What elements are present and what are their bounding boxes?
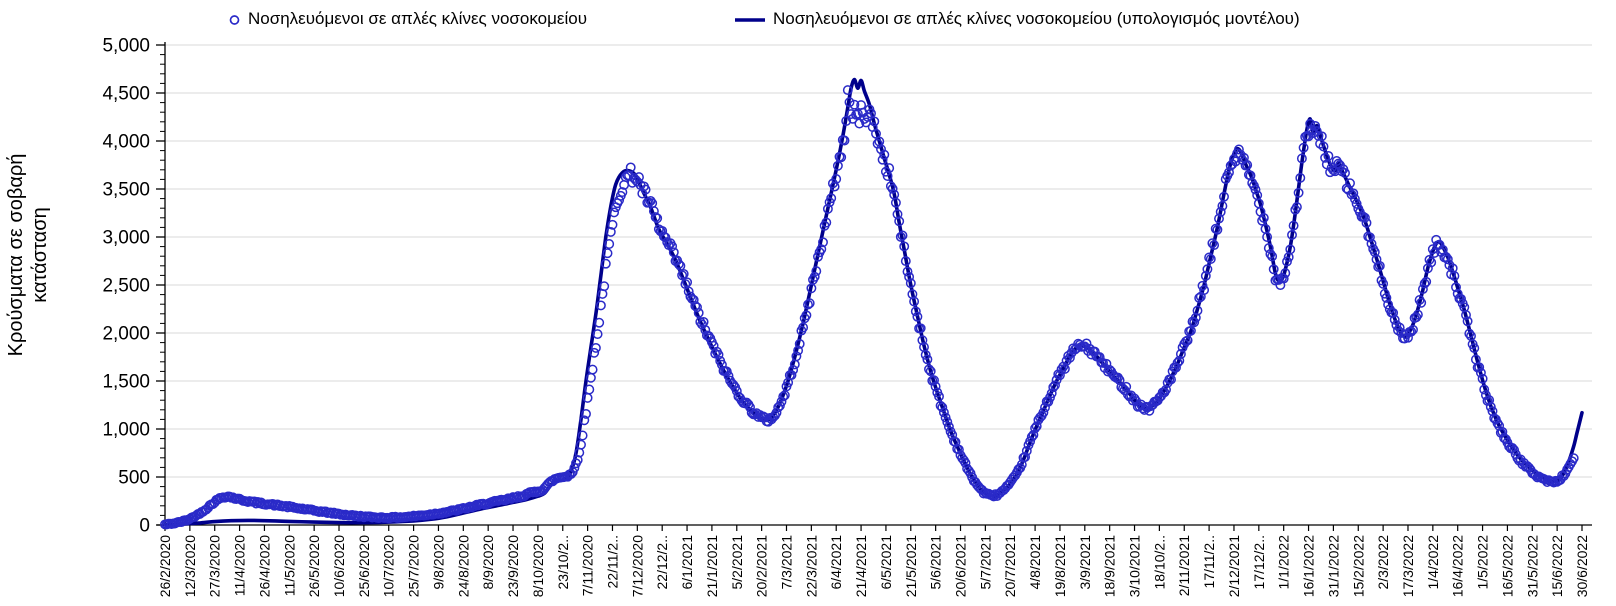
x-tick-label: 22/3/2021 [803, 535, 819, 597]
x-tick-label: 26/4/2020 [256, 535, 272, 597]
y-tick-label: 3,500 [102, 180, 150, 201]
x-tick-label: 22/12/2.. [654, 535, 670, 590]
x-tick-label: 6/4/2021 [828, 535, 844, 590]
x-tick-label: 5/2/2021 [729, 535, 745, 590]
y-tick-label: 2,000 [102, 324, 150, 345]
x-tick-label: 23/9/2020 [505, 535, 521, 597]
x-tick-label: 20/2/2021 [754, 535, 770, 597]
x-tick-label: 10/7/2020 [381, 535, 397, 597]
y-tick-label: 4,000 [102, 132, 150, 153]
y-tick-label: 3,000 [102, 228, 150, 249]
x-tick-label: 2/11/2021 [1176, 535, 1192, 596]
model-line-icon [734, 13, 766, 26]
x-tick-label: 30/6/2022 [1574, 535, 1590, 597]
x-tick-label: 15/6/2022 [1549, 535, 1565, 597]
x-tick-label: 19/8/2021 [1052, 535, 1068, 597]
x-tick-label: 11/5/2020 [281, 535, 297, 596]
x-tick-label: 7/12/2020 [629, 535, 645, 597]
x-tick-label: 3/9/2021 [1077, 535, 1093, 590]
x-tick-label: 2/12/2021 [1226, 535, 1242, 597]
x-tick-label: 18/10/2.. [1151, 535, 1167, 590]
x-tick-label: 8/10/2020 [530, 535, 546, 597]
legend-item-observed: Νοσηλευόμενοι σε απλές κλίνες νοσοκομείο… [228, 6, 587, 32]
y-tick-label: 4,500 [102, 84, 150, 105]
x-tick-label: 21/4/2021 [853, 535, 869, 597]
x-tick-label: 17/11/2.. [1201, 535, 1217, 588]
y-tick-label: 5,000 [102, 36, 150, 57]
legend-label: Νοσηλευόμενοι σε απλές κλίνες νοσοκομείο… [248, 9, 588, 28]
x-tick-label: 21/1/2021 [704, 535, 720, 597]
x-tick-label: 16/1/2022 [1301, 535, 1317, 597]
y-tick-label: 1,500 [102, 372, 150, 393]
chart-legend: Νοσηλευόμενοι σε απλές κλίνες νοσοκομείο… [0, 6, 1616, 32]
x-tick-label: 4/8/2021 [1027, 535, 1043, 590]
y-tick-label: 500 [118, 468, 150, 489]
x-tick-label: 24/8/2020 [455, 535, 471, 597]
x-tick-label: 17/12/2.. [1251, 535, 1267, 590]
observed-circle-marker-icon [228, 13, 241, 26]
x-tick-label: 20/6/2021 [953, 535, 969, 597]
x-tick-label: 2/3/2022 [1375, 535, 1391, 590]
x-tick-label: 31/1/2022 [1325, 535, 1341, 597]
x-tick-label: 6/5/2021 [878, 535, 894, 590]
x-tick-label: 8/9/2020 [480, 535, 496, 590]
x-tick-label: 16/4/2022 [1450, 535, 1466, 597]
axes [156, 42, 1592, 531]
x-tick-label: 11/4/2020 [232, 535, 248, 596]
y-axis-title: Κρούσματα σε σοβαρή κατάσταση [5, 154, 51, 357]
x-tick-label: 5/6/2021 [928, 535, 944, 590]
x-tick-label: 16/5/2022 [1499, 535, 1515, 597]
x-tick-label: 25/6/2020 [356, 535, 372, 597]
x-tick-label: 7/11/2020 [580, 535, 596, 596]
x-tick-label: 17/3/2022 [1400, 535, 1416, 597]
y-axis-title-line: κατάσταση [29, 207, 51, 303]
y-tick-label: 2,500 [102, 276, 150, 297]
x-tick-label: 27/3/2020 [207, 535, 223, 597]
x-tick-labels: 26/2/2020 12/3/2020 27/3/2020 11/4/2020 26/4… [157, 535, 1590, 598]
x-tick-label: 9/8/2020 [430, 535, 446, 590]
observed-scatter-series [160, 85, 1579, 530]
x-tick-label: 25/7/2020 [406, 535, 422, 597]
y-tick-label: 0 [139, 516, 150, 537]
x-tick-label: 26/2/2020 [157, 535, 173, 597]
x-tick-label: 1/4/2022 [1425, 535, 1441, 590]
x-tick-label: 21/5/2021 [903, 535, 919, 597]
x-tick-label: 12/3/2020 [182, 535, 198, 597]
x-tick-label: 15/2/2022 [1350, 535, 1366, 597]
x-tick-label: 26/5/2020 [306, 535, 322, 597]
x-tick-label: 6/1/2021 [679, 535, 695, 590]
x-tick-label: 10/6/2020 [331, 535, 347, 597]
x-tick-label: 22/11/2.. [604, 535, 620, 588]
y-tick-labels: 0 500 1,000 1,500 2,000 2,500 3,000 3,500 4,000 4… [102, 36, 150, 537]
x-tick-label: 3/10/2021 [1127, 535, 1143, 597]
x-tick-label: 5/7/2021 [977, 535, 993, 590]
x-tick-label: 1/1/2022 [1276, 535, 1292, 590]
x-tick-label: 7/3/2021 [778, 535, 794, 590]
x-tick-label: 20/7/2021 [1002, 535, 1018, 597]
legend-item-model: Νοσηλευόμενοι σε απλές κλίνες νοσοκομείο… [734, 6, 1300, 32]
x-tick-label: 31/5/2022 [1524, 535, 1540, 597]
y-axis-title-line: Κρούσματα σε σοβαρή [5, 154, 27, 357]
x-tick-label: 23/10/2.. [555, 535, 571, 590]
x-tick-label: 1/5/2022 [1475, 535, 1491, 590]
legend-label: Νοσηλευόμενοι σε απλές κλίνες νοσοκομείο… [773, 9, 1300, 28]
y-tick-label: 1,000 [102, 420, 150, 441]
x-tick-label: 18/9/2021 [1102, 535, 1118, 597]
